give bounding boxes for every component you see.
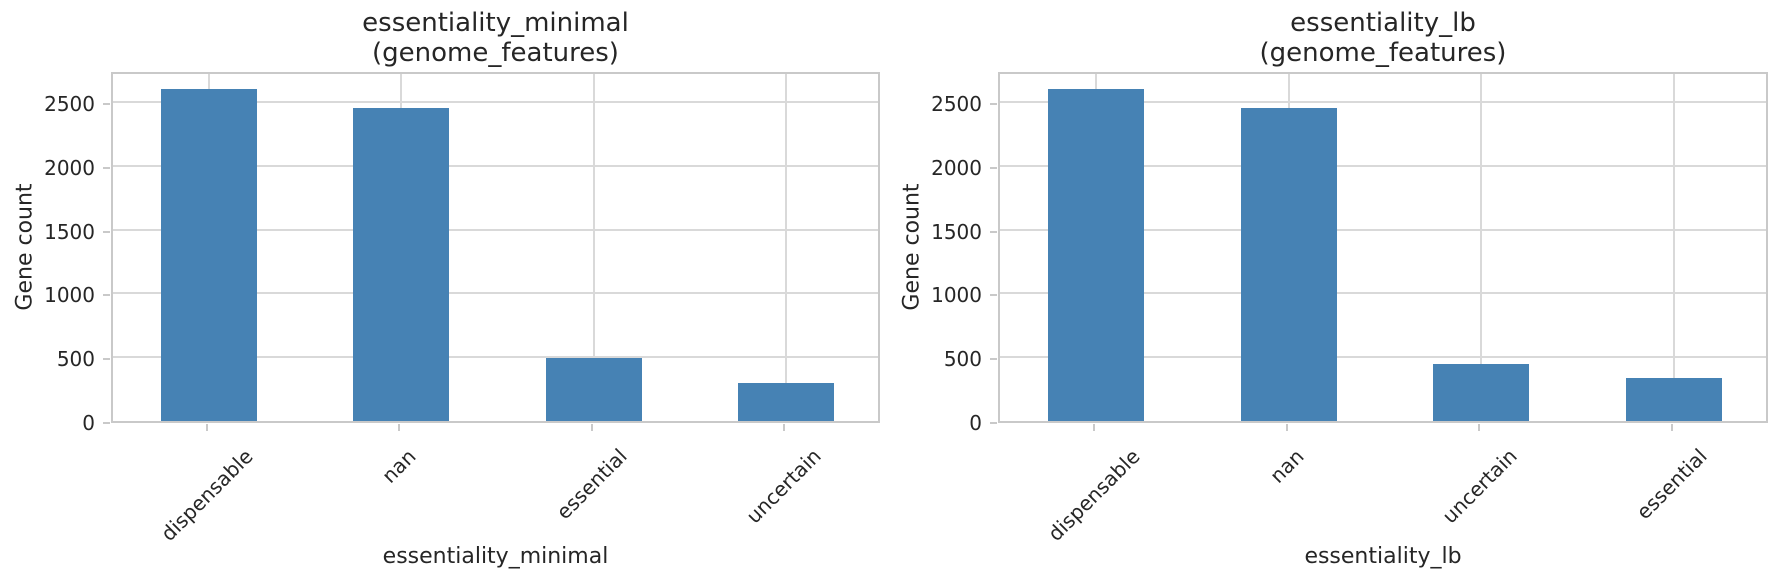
- y-tick-label: 1000: [44, 283, 95, 308]
- bar-essential: [1625, 378, 1722, 421]
- y-tick-label: 1500: [44, 219, 95, 244]
- gridline-h: [113, 292, 878, 295]
- y-tick-label: 0: [82, 411, 95, 435]
- gridline-h: [113, 100, 878, 103]
- x-tick-label: uncertain: [1437, 443, 1522, 529]
- bar-uncertain: [737, 382, 834, 421]
- y-tick-mark: [103, 294, 110, 297]
- y-tick-label: 2000: [44, 155, 95, 180]
- gridline-h: [113, 164, 878, 167]
- gridline-h: [113, 356, 878, 359]
- y-tick-mark: [103, 422, 110, 424]
- y-tick-label: 2000: [931, 155, 982, 180]
- y-tick-label: 2500: [44, 91, 95, 116]
- bar-essential: [545, 358, 642, 421]
- y-tick-mark: [990, 358, 997, 361]
- chart-title-line2: (genome_features): [1259, 38, 1507, 68]
- chart-title: essentiality_lb (genome_features): [998, 8, 1768, 68]
- x-tick-mark: [1285, 424, 1288, 431]
- gridline-h: [1000, 228, 1766, 231]
- y-tick-label: 2500: [931, 91, 982, 116]
- x-tick-mark: [206, 424, 209, 431]
- plot-area: [111, 72, 880, 423]
- x-axis-label: essentiality_minimal: [382, 544, 609, 569]
- y-tick-label: 1500: [931, 219, 982, 244]
- y-tick-label: 1000: [931, 283, 982, 308]
- y-tick-label: 500: [943, 347, 982, 372]
- y-tick-mark: [990, 166, 997, 169]
- x-tick-mark: [782, 424, 785, 431]
- chart-title: essentiality_minimal (genome_features): [111, 8, 880, 68]
- x-tick-label: essential: [551, 443, 632, 525]
- gridline-v: [784, 74, 787, 421]
- gridline-v: [592, 74, 595, 421]
- gridline-h: [1000, 356, 1766, 359]
- y-tick-mark: [990, 422, 997, 424]
- x-tick-mark: [398, 424, 401, 431]
- bar-dispensable: [1048, 89, 1145, 421]
- bar-uncertain: [1433, 363, 1530, 421]
- gridline-v: [1480, 74, 1483, 421]
- plot-area: [998, 72, 1768, 423]
- y-tick-mark: [990, 102, 997, 105]
- chart-title-line1: essentiality_lb: [1290, 8, 1476, 38]
- y-tick-mark: [103, 230, 110, 233]
- y-tick-mark: [103, 358, 110, 361]
- y-tick-mark: [103, 102, 110, 105]
- y-tick-label: 500: [56, 347, 95, 372]
- bar-nan: [353, 108, 450, 421]
- x-tick-label: dispensable: [1043, 444, 1145, 546]
- x-tick-label: nan: [377, 444, 421, 488]
- x-tick-label: dispensable: [156, 444, 258, 546]
- x-tick-label: uncertain: [741, 443, 827, 529]
- y-tick-label: 0: [969, 411, 982, 435]
- y-tick-mark: [103, 166, 110, 169]
- chart-title-line1: essentiality_minimal: [362, 8, 629, 38]
- gridline-h: [1000, 100, 1766, 103]
- gridline-h: [1000, 292, 1766, 295]
- x-tick-label: essential: [1631, 443, 1712, 525]
- x-tick-mark: [1093, 424, 1096, 431]
- gridline-h: [113, 228, 878, 231]
- gridline-h: [1000, 164, 1766, 167]
- chart-title-line2: (genome_features): [372, 38, 619, 68]
- x-tick-label: nan: [1264, 444, 1309, 488]
- y-tick-mark: [990, 230, 997, 233]
- gridline-v: [1672, 74, 1675, 421]
- bar-dispensable: [161, 89, 258, 421]
- x-axis-label: essentiality_lb: [1304, 544, 1462, 569]
- x-tick-mark: [1670, 424, 1673, 431]
- y-tick-mark: [990, 294, 997, 297]
- bar-nan: [1240, 108, 1337, 421]
- x-tick-mark: [1478, 424, 1481, 431]
- x-tick-mark: [590, 424, 593, 431]
